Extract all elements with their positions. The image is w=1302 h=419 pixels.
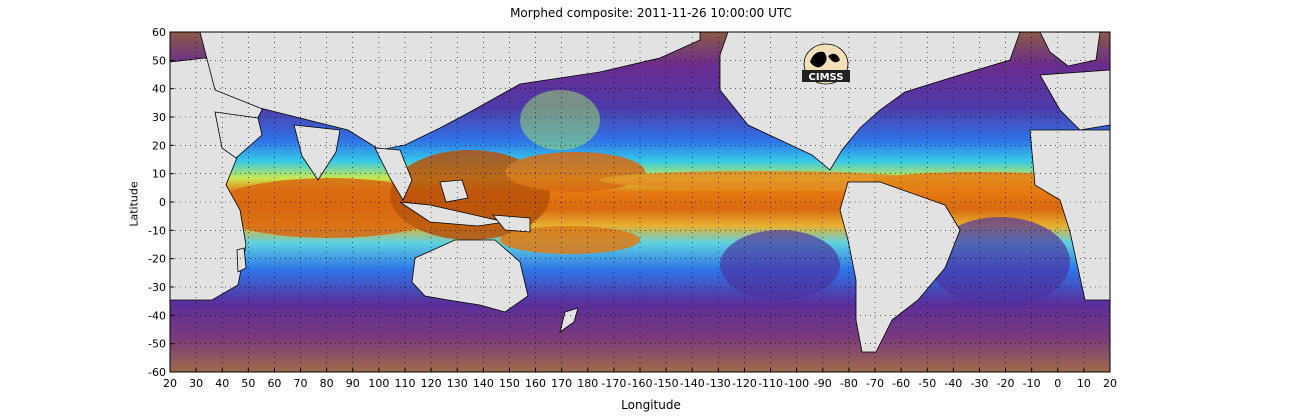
- x-tick-label: -70: [866, 377, 884, 390]
- y-tick-label: 40: [152, 83, 166, 96]
- x-tick-label: 20: [1103, 377, 1117, 390]
- x-tick-label: -110: [758, 377, 783, 390]
- logo-lettering: CIMSS: [809, 72, 844, 83]
- x-tick-label: 180: [577, 377, 598, 390]
- y-tick-label: -40: [148, 309, 166, 322]
- y-tick-label: 10: [152, 168, 166, 181]
- cimss-logo: CIMSS: [802, 43, 850, 85]
- eurasia-landmass: [199, 32, 701, 151]
- x-tick-label: -80: [840, 377, 858, 390]
- south-atlantic-dry-zone: [930, 217, 1070, 307]
- y-tick-label: -10: [148, 224, 166, 237]
- x-tick-label: -90: [814, 377, 832, 390]
- x-tick-label: 90: [346, 377, 360, 390]
- land-masses: [170, 32, 1110, 353]
- y-tick-label: 20: [152, 139, 166, 152]
- west-pacific-moisture: [505, 152, 645, 192]
- x-tick-label: -40: [944, 377, 962, 390]
- x-tick-label: 10: [1077, 377, 1091, 390]
- europe-landmass: [1039, 69, 1110, 131]
- x-tick-label: 60: [267, 377, 281, 390]
- west-africa-landmass: [1029, 129, 1110, 301]
- south-america-landmass: [839, 181, 961, 353]
- y-tick-label: 30: [152, 111, 166, 124]
- x-tick-label: -160: [628, 377, 653, 390]
- x-tick-label: -60: [892, 377, 910, 390]
- x-tick-label: -170: [601, 377, 626, 390]
- plot-frame: [169, 31, 1111, 373]
- y-axis-ticks: 60 50 40 30 20 10 0 -10 -20 -30 -40 -50 -60: [148, 26, 174, 379]
- madagascar-landmass: [236, 247, 247, 273]
- x-tick-label: -10: [1023, 377, 1041, 390]
- y-tick-label: 0: [159, 196, 166, 209]
- x-tick-label: -100: [784, 377, 809, 390]
- dotted-graticule: [170, 32, 1110, 372]
- indian-ocean-tropical-moisture: [210, 178, 450, 238]
- x-tick-label: -120: [732, 377, 757, 390]
- moisture-features: [210, 90, 1090, 307]
- x-tick-label: 20: [163, 377, 177, 390]
- x-tick-label: 0: [1054, 377, 1061, 390]
- y-tick-label: -60: [148, 366, 166, 379]
- southeast-asia-landmass: [374, 147, 413, 201]
- y-tick-label: 60: [152, 26, 166, 39]
- spcz-moisture: [500, 226, 640, 254]
- x-tick-label: 30: [189, 377, 203, 390]
- x-tick-label: -140: [680, 377, 705, 390]
- x-tick-label: -50: [918, 377, 936, 390]
- new-guinea-landmass: [492, 214, 531, 233]
- borneo-landmass: [439, 179, 469, 203]
- south-pacific-dry-zone: [720, 230, 840, 300]
- x-tick-label: 140: [473, 377, 494, 390]
- pacific-itcz-band: [600, 171, 920, 189]
- x-tick-label: 100: [368, 377, 389, 390]
- new-zealand-landmass: [559, 307, 579, 333]
- north-america-landmass: [719, 32, 1021, 171]
- y-tick-label: -50: [148, 338, 166, 351]
- x-tick-label: 50: [241, 377, 255, 390]
- x-tick-label: -30: [970, 377, 988, 390]
- x-tick-label: 130: [447, 377, 468, 390]
- x-axis-ticks: 20 30 40 50 60 70 80 90 100 110 120 130 140 150 160 170…: [163, 368, 1117, 390]
- y-tick-label: -30: [148, 281, 166, 294]
- x-axis-label: Longitude: [621, 398, 681, 412]
- x-tick-label: 80: [320, 377, 334, 390]
- north-pacific-cloud-band: [520, 90, 600, 150]
- y-tick-label: -20: [148, 253, 166, 266]
- x-tick-label: 40: [215, 377, 229, 390]
- x-tick-label: 120: [421, 377, 442, 390]
- x-tick-label: 170: [551, 377, 572, 390]
- x-tick-label: 150: [499, 377, 520, 390]
- greenland-landmass: [1039, 32, 1101, 67]
- india-landmass: [293, 124, 341, 181]
- x-tick-label: 70: [294, 377, 308, 390]
- x-tick-label: 110: [395, 377, 416, 390]
- australia-landmass: [411, 239, 529, 313]
- figure-title: Morphed composite: 2011-11-26 10:00:00 U…: [510, 6, 792, 20]
- x-tick-label: -20: [997, 377, 1015, 390]
- y-tick-label: 50: [152, 54, 166, 67]
- x-tick-label: -130: [706, 377, 731, 390]
- x-tick-label: -150: [654, 377, 679, 390]
- x-tick-label: 160: [525, 377, 546, 390]
